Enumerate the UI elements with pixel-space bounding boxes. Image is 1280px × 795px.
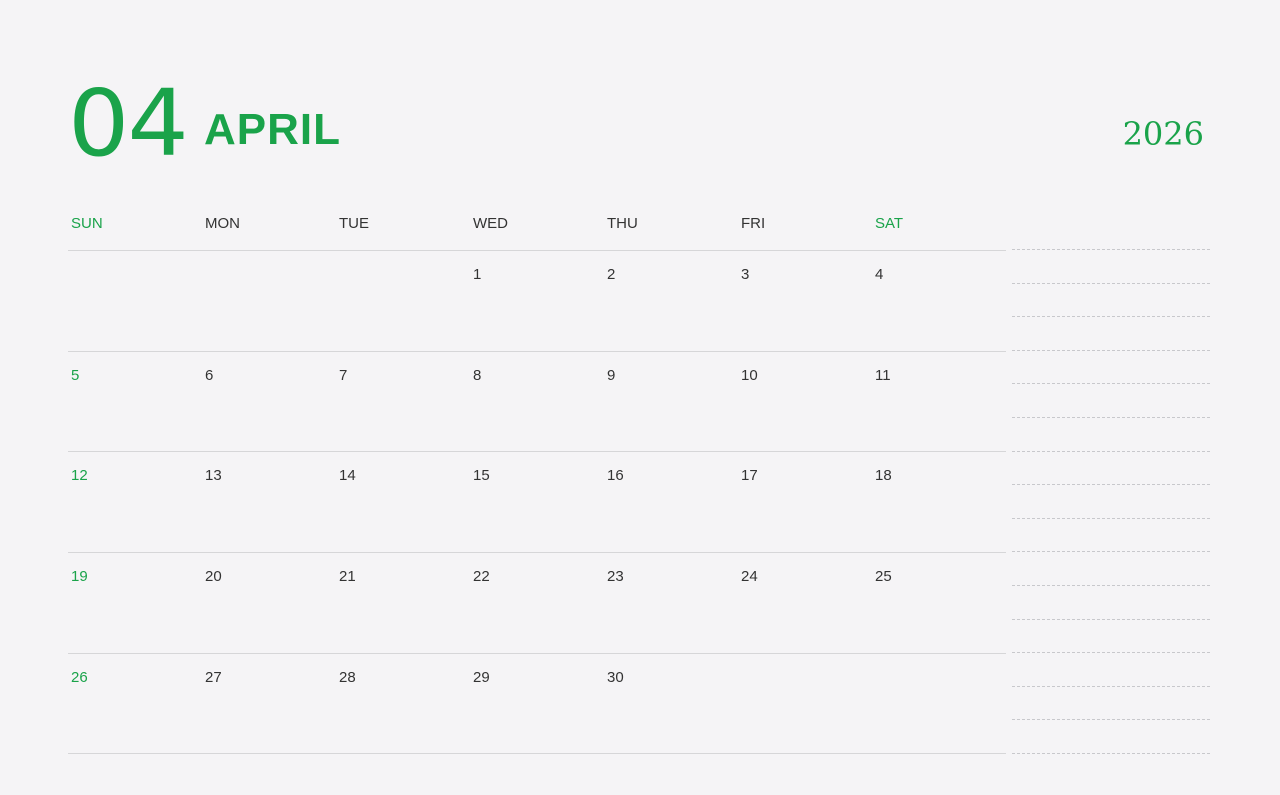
day-cell[interactable]: 19 — [71, 568, 88, 585]
weekday-sun: SUN — [71, 215, 103, 232]
row-divider — [68, 653, 1006, 654]
note-line — [1012, 316, 1210, 318]
day-cell[interactable]: 10 — [741, 367, 758, 384]
note-line — [1012, 719, 1210, 721]
day-cell[interactable]: 1 — [473, 266, 482, 283]
day-cell[interactable]: 5 — [71, 367, 80, 384]
day-cell[interactable]: 30 — [607, 669, 624, 686]
day-cell[interactable]: 8 — [473, 367, 482, 384]
day-cell[interactable]: 20 — [205, 568, 222, 585]
day-cell[interactable]: 14 — [339, 467, 356, 484]
year: 2026 — [1122, 115, 1204, 153]
day-cell[interactable]: 28 — [339, 669, 356, 686]
row-divider — [68, 250, 1006, 251]
month-number: 04 — [68, 70, 189, 177]
day-cell[interactable]: 21 — [339, 568, 356, 585]
note-line — [1012, 618, 1210, 620]
day-cell[interactable]: 23 — [607, 568, 624, 585]
note-line — [1012, 383, 1210, 385]
day-cell[interactable]: 15 — [473, 467, 490, 484]
day-cell[interactable]: 3 — [741, 266, 750, 283]
day-cell[interactable]: 29 — [473, 669, 490, 686]
day-cell[interactable]: 6 — [205, 367, 214, 384]
day-cell[interactable]: 27 — [205, 669, 222, 686]
day-cell[interactable]: 11 — [875, 367, 891, 384]
note-line — [1012, 652, 1210, 654]
day-cell[interactable]: 2 — [607, 266, 616, 283]
row-divider — [68, 753, 1006, 754]
day-cell[interactable]: 17 — [741, 467, 758, 484]
day-cell[interactable]: 16 — [607, 467, 624, 484]
day-cell[interactable]: 13 — [205, 467, 222, 484]
day-cell[interactable]: 22 — [473, 568, 490, 585]
weekday-sat: SAT — [875, 215, 904, 232]
weekday-thu: THU — [607, 215, 638, 232]
weekday-wed: WED — [473, 215, 508, 232]
weekday-tue: TUE — [339, 215, 369, 232]
note-line — [1012, 517, 1210, 519]
weekday-mon: MON — [205, 215, 240, 232]
note-line — [1012, 585, 1210, 586]
note-line — [1012, 282, 1210, 284]
weekday-fri: FRI — [741, 215, 766, 232]
row-divider — [68, 451, 1006, 452]
note-line — [1012, 551, 1210, 553]
row-divider — [68, 351, 1006, 352]
note-line — [1012, 685, 1210, 687]
day-cell[interactable]: 7 — [339, 367, 348, 384]
day-cell[interactable]: 24 — [741, 568, 758, 585]
note-line — [1012, 753, 1210, 754]
note-line — [1012, 249, 1210, 250]
day-cell[interactable]: 18 — [875, 467, 892, 484]
day-cell[interactable]: 4 — [875, 266, 884, 283]
note-line — [1012, 349, 1210, 351]
month-name: APRIL — [204, 105, 341, 154]
note-line — [1012, 417, 1210, 418]
day-cell[interactable]: 25 — [875, 568, 892, 585]
day-cell[interactable]: 26 — [71, 669, 88, 686]
note-line — [1012, 484, 1210, 486]
note-line — [1012, 450, 1210, 452]
row-divider — [68, 552, 1006, 553]
day-cell[interactable]: 9 — [607, 367, 616, 384]
day-cell[interactable]: 12 — [71, 467, 88, 484]
